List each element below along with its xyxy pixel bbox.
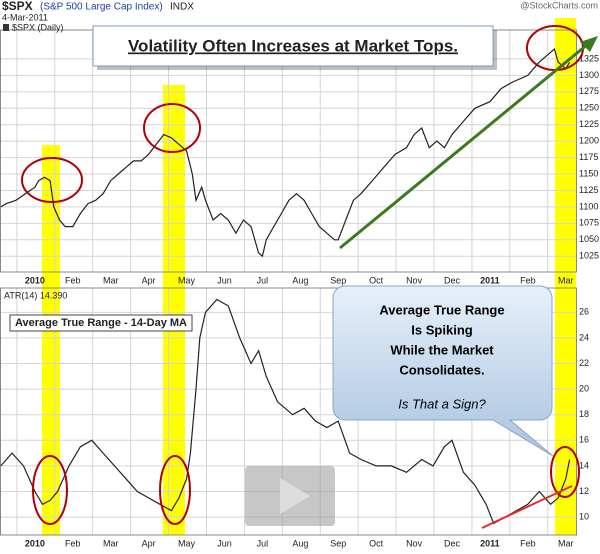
plot-area [0, 29, 577, 536]
x-tick-label: Jun [217, 538, 232, 548]
callout-text: Consolidates. [399, 362, 484, 377]
x-tick-label: Oct [369, 538, 384, 548]
index-name: (S&P 500 Large Cap Index) [40, 2, 163, 13]
y-tick-label: 1050 [579, 234, 599, 244]
y-tick-label: 1225 [579, 119, 599, 129]
callout-bubble [332, 285, 554, 457]
x-tick-label: Mar [103, 275, 119, 285]
trend-arrow [339, 42, 589, 250]
x-tick-label: Mar [103, 538, 119, 548]
y-tick-label: 14 [579, 460, 589, 470]
y-tick-label: 20 [579, 383, 589, 393]
x-tick-label: Sep [330, 538, 346, 548]
oval [159, 455, 191, 525]
date: 4-Mar-2011 [2, 12, 48, 22]
x-tick-label: Sep [330, 275, 346, 285]
y-tick-label: 1100 [579, 201, 598, 211]
y-tick-label: 1325 [579, 53, 599, 63]
x-tick-label: Feb [520, 538, 536, 548]
source: @StockCharts.com [520, 0, 598, 10]
ticker: $SPX [2, 0, 33, 13]
x-tick-label: Jul [257, 275, 269, 285]
highlight-band [555, 18, 576, 535]
oval [21, 157, 83, 203]
trend-line [481, 485, 573, 529]
y-tick-label: 26 [579, 307, 589, 317]
x-tick-label: Mar [558, 275, 574, 285]
y-tick-label: 1125 [579, 185, 598, 195]
x-tick-label: Apr [142, 538, 156, 548]
y-tick-label: 18 [579, 409, 589, 419]
y-tick-label: 10 [579, 511, 589, 521]
highlight-band [42, 145, 60, 535]
callout: Average True Range Is Spiking While the … [332, 285, 554, 457]
headline: Volatility Often Increases at Market Top… [128, 36, 458, 55]
oval [550, 446, 580, 498]
callout-text: Average True Range [379, 302, 504, 317]
y-tick-label: 1075 [579, 218, 599, 228]
y-tick-label: 1250 [579, 103, 599, 113]
price-line [0, 298, 571, 525]
y-tick-label: 24 [579, 332, 589, 342]
price-line [0, 48, 571, 258]
x-tick-label: Aug [292, 275, 308, 285]
legend-swatch [3, 24, 9, 31]
x-tick-label: Oct [369, 275, 384, 285]
x-tick-label: May [178, 538, 196, 548]
y-tick-label: 12 [579, 486, 589, 496]
x-tick-label: Feb [65, 275, 81, 285]
oval [143, 103, 201, 153]
indicator-label: Average True Range - 14-Day MA [15, 317, 187, 329]
y-tick-label: 1150 [579, 168, 598, 178]
x-tick-label: 2011 [480, 538, 500, 548]
label-box [9, 314, 193, 332]
callout-text: While the Market [390, 342, 494, 357]
x-tick-label: Feb [65, 538, 81, 548]
x-tick-label: 2010 [25, 275, 45, 285]
x-tick-label: Dec [444, 275, 461, 285]
x-tick-label: Feb [520, 275, 536, 285]
y-tick-label: 1175 [579, 152, 598, 162]
y-tick-label: 1200 [579, 136, 599, 146]
x-tick-label: Mar [558, 538, 574, 548]
x-tick-label: Jul [257, 538, 269, 548]
arrow-head [580, 36, 598, 52]
exchange: INDX [170, 2, 194, 13]
x-tick-label: Nov [406, 538, 423, 548]
x-tick-label: Jun [217, 275, 232, 285]
callout-text: Is That a Sign? [398, 396, 486, 411]
y-tick-label: 22 [579, 358, 589, 368]
x-tick-label: 2011 [480, 275, 500, 285]
y-tick-label: 1025 [579, 251, 599, 261]
x-tick-label: Nov [406, 275, 423, 285]
play-icon [280, 478, 310, 514]
y-tick-label: 1275 [579, 86, 599, 96]
y-tick-label: 1300 [579, 70, 599, 80]
x-tick-label: 2010 [25, 538, 45, 548]
x-tick-label: Apr [142, 275, 156, 285]
title-box [92, 25, 494, 67]
ovals [21, 25, 584, 525]
y-tick-label: 16 [579, 435, 589, 445]
legend-entry: ATR(14) 14.390 [4, 290, 67, 300]
x-tick-label: May [178, 275, 196, 285]
x-tick-label: Aug [292, 538, 308, 548]
oval [32, 455, 68, 525]
legend-entry: $SPX (Daily) [12, 22, 64, 32]
x-tick-label: Dec [444, 538, 461, 548]
panel-border [0, 287, 577, 536]
callout-text: Is Spiking [411, 322, 472, 337]
